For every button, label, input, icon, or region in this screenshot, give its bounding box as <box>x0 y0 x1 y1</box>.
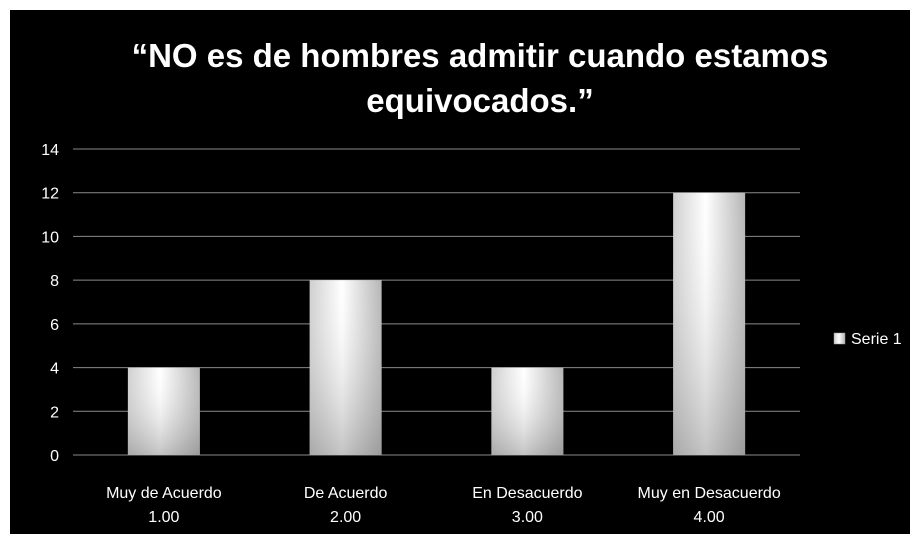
bar-shading <box>673 192 746 455</box>
y-tick-label: 2 <box>50 404 59 421</box>
y-tick-label: 6 <box>50 317 59 334</box>
y-axis-ticks: 0 2 4 6 8 10 12 14 <box>41 142 59 465</box>
legend: Serie 1 <box>833 331 902 348</box>
x-tick-label: 4.00 <box>694 509 725 526</box>
y-tick-label: 10 <box>41 229 59 246</box>
y-tick-label: 14 <box>41 142 59 159</box>
x-tick-label: 1.00 <box>148 509 179 526</box>
y-tick-label: 0 <box>50 448 59 465</box>
x-tick-label: Muy en Desacuerdo <box>638 485 781 502</box>
bar-shading <box>491 367 564 455</box>
x-tick-label: Muy de Acuerdo <box>106 485 222 502</box>
x-tick-label: 2.00 <box>330 509 361 526</box>
y-tick-label: 4 <box>50 361 59 378</box>
legend-swatch <box>833 332 846 345</box>
bar-shading <box>127 367 200 455</box>
x-tick-label: De Acuerdo <box>304 485 388 502</box>
chart-title-line-2: equivocados.” <box>366 82 593 119</box>
legend-label: Serie 1 <box>851 331 902 348</box>
y-tick-label: 12 <box>41 186 59 203</box>
bar-shading <box>309 280 382 455</box>
y-tick-label: 8 <box>50 273 59 290</box>
x-tick-label: 3.00 <box>512 509 543 526</box>
x-axis-labels: Muy de Acuerdo 1.00 De Acuerdo 2.00 En Desac… <box>106 485 781 526</box>
x-tick-label: En Desacuerdo <box>472 485 582 502</box>
bars <box>127 192 746 455</box>
chart-title-line-1: “NO es de hombres admitir cuando estamos <box>132 37 829 74</box>
